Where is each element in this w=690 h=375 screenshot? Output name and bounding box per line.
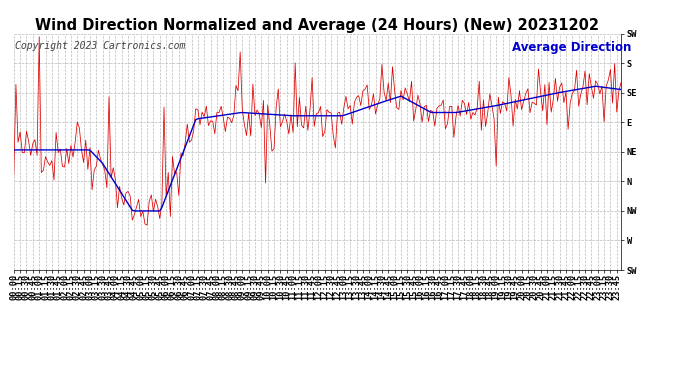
Title: Wind Direction Normalized and Average (24 Hours) (New) 20231202: Wind Direction Normalized and Average (2… — [35, 18, 600, 33]
Text: Copyright 2023 Cartronics.com: Copyright 2023 Cartronics.com — [15, 41, 186, 51]
Text: Average Direction: Average Direction — [512, 41, 631, 54]
